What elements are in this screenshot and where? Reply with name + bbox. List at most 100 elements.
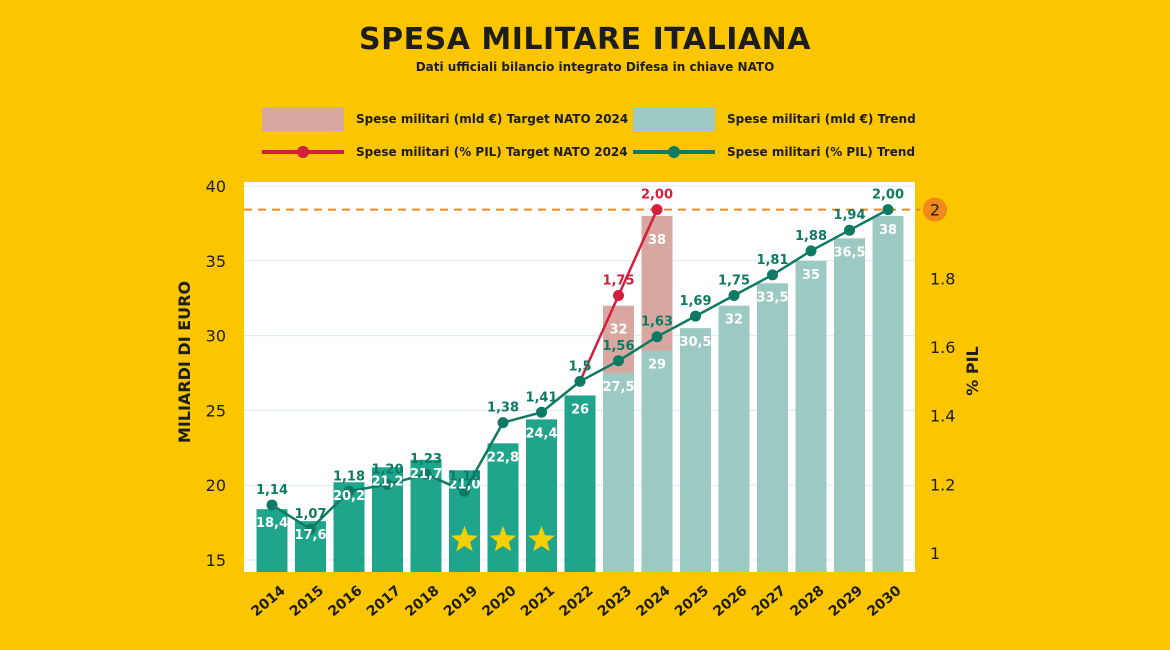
bar-trend-2028 <box>795 260 827 572</box>
point-label-trend-2021: 1,41 <box>525 390 557 405</box>
x-tick-label-2028: 2028 <box>787 583 827 620</box>
x-tick-label-2030: 2030 <box>864 583 904 620</box>
point-trend-2017 <box>382 478 393 490</box>
legend-label-target-bars: Spese militari (mld €) Target NATO 2024 <box>356 112 629 126</box>
bar-trend-2024 <box>641 350 673 572</box>
x-tick-label-2017: 2017 <box>364 583 404 620</box>
legend-marker-target-line <box>297 146 309 158</box>
x-tick-label-2029: 2029 <box>826 583 866 620</box>
y2-axis-title: % PIL <box>963 346 982 395</box>
point-trend-2026 <box>728 289 740 301</box>
point-label-target-2024: 2,00 <box>641 188 673 203</box>
legend-marker-trend-line <box>668 146 680 158</box>
star-marker-2020 <box>489 526 517 552</box>
bar-label-trend-2028: 35 <box>802 268 820 283</box>
chart-title: SPESA MILITARE ITALIANA <box>359 22 811 57</box>
star-marker-2021 <box>528 526 555 552</box>
bar-label-trend-2023: 27,5 <box>602 380 634 395</box>
bar-trend-2020 <box>487 443 519 572</box>
x-tick-label-2016: 2016 <box>325 583 365 620</box>
bars-layer <box>256 215 904 572</box>
point-trend-2019 <box>459 485 470 497</box>
bar-trend-2029 <box>834 238 865 572</box>
x-tick-label-2027: 2027 <box>749 583 789 620</box>
point-label-trend-2017: 1,20 <box>371 462 403 477</box>
point-trend-2015 <box>305 523 316 535</box>
bar-trend-2027 <box>757 283 788 572</box>
bar-trend-2016 <box>333 482 365 572</box>
legend-label-trend-line: Spese militari (% PIL) Trend <box>727 145 916 159</box>
point-label-trend-2015: 1,07 <box>294 507 326 522</box>
lines-layer <box>266 204 894 535</box>
x-tick-label-2025: 2025 <box>672 583 712 620</box>
point-trend-2020 <box>497 417 509 429</box>
point-label-trend-2020: 1,38 <box>487 401 519 416</box>
bar-trend-2022 <box>564 395 596 572</box>
bar-label-trend-2024: 29 <box>648 358 666 373</box>
point-label-trend-2014: 1,14 <box>256 483 288 498</box>
point-trend-2025 <box>690 310 701 322</box>
legend-swatch-trend-bars <box>633 107 715 131</box>
y-tick-label-25: 25 <box>206 401 226 420</box>
x-tick-label-2020: 2020 <box>479 583 519 620</box>
point-target-2023 <box>613 289 624 301</box>
point-label-trend-2018: 1,23 <box>410 452 442 467</box>
point-label-trend-2019: 1,18 <box>448 469 480 484</box>
point-label-trend-2030: 2,00 <box>872 188 904 203</box>
point-label-trend-2024: 1,63 <box>641 315 673 330</box>
legend-item-target-line: Spese militari (% PIL) Target NATO 2024 <box>262 140 628 164</box>
x-tick-label-2018: 2018 <box>402 583 442 620</box>
bar-label-trend-2029: 36,5 <box>833 245 865 260</box>
point-label-trend-2016: 1,18 <box>333 469 365 484</box>
point-label-trend-2027: 1,81 <box>756 253 788 268</box>
bar-label-trend-2021: 24,4 <box>525 426 557 441</box>
bar-label-trend-2020: 22,8 <box>487 450 519 465</box>
bar-trend-2026 <box>718 305 750 572</box>
point-trend-2016 <box>343 485 355 497</box>
point-label-trend-2023: 1,56 <box>602 339 634 354</box>
bar-label-trend-2025: 30,5 <box>679 335 711 350</box>
bar-label-trend-2018: 21,7 <box>410 467 442 482</box>
point-trend-2018 <box>420 468 432 480</box>
point-trend-2029 <box>844 224 855 236</box>
chart-subtitle: Dati ufficiali bilancio integrato Difesa… <box>415 60 775 74</box>
bar-label-trend-2019: 21,0 <box>448 477 480 492</box>
y2-tick-label-0: 1 <box>930 544 940 563</box>
x-tick-label-2019: 2019 <box>441 583 481 620</box>
point-trend-2028 <box>805 245 817 257</box>
y2-tick-label-3: 1.6 <box>930 338 955 357</box>
point-trend-2030 <box>882 204 894 216</box>
legend-item-trend-bars: Spese militari (mld €) Trend <box>633 107 933 131</box>
x-tick-label-2022: 2022 <box>556 583 596 620</box>
bar-trend-2030 <box>872 215 904 572</box>
bar-trend-2023 <box>603 373 634 572</box>
bar-label-trend-2016: 20,2 <box>333 489 365 504</box>
bar-label-trend-2017: 21,2 <box>371 474 403 489</box>
bar-label-target-2023: 32 <box>609 323 627 338</box>
x-tick-label-2021: 2021 <box>518 583 558 620</box>
y-tick-label-15: 15 <box>206 551 226 570</box>
y2-tick-label-4: 1.8 <box>930 269 955 288</box>
bar-label-trend-2027: 33,5 <box>756 290 788 305</box>
bar-trend-2014 <box>256 509 288 572</box>
y-axis-title: MILIARDI DI EURO <box>175 281 194 443</box>
y2-tick-label-2: 1.4 <box>930 407 955 426</box>
bar-label-target-2024: 38 <box>648 233 666 248</box>
bar-label-trend-2026: 32 <box>725 313 743 328</box>
labels-layer: 18,4 17,6 20,2 21,2 21,7 21,0 22,8 24,4 26 27,5 29… <box>256 188 904 544</box>
legend-item-target-bars: Spese militari (mld €) Target NATO 2024 <box>262 107 628 131</box>
point-target-2024 <box>651 204 663 216</box>
stars-layer <box>451 526 555 552</box>
x-tick-label-2024: 2024 <box>633 583 673 620</box>
legend-item-trend-line: Spese militari (% PIL) Trend <box>633 140 933 164</box>
bar-trend-2025 <box>680 328 711 572</box>
reference-badge-label: 2 <box>930 201 940 220</box>
legend-label-trend-bars: Spese militari (mld €) Trend <box>727 112 916 126</box>
bar-label-trend-2022: 26 <box>571 402 589 417</box>
bar-label-trend-2015: 17,6 <box>294 528 326 543</box>
bar-label-trend-2030: 38 <box>879 223 897 238</box>
reference-badge <box>923 197 947 222</box>
point-label-trend-2028: 1,88 <box>795 229 827 244</box>
x-tick-label-2014: 2014 <box>248 583 288 620</box>
